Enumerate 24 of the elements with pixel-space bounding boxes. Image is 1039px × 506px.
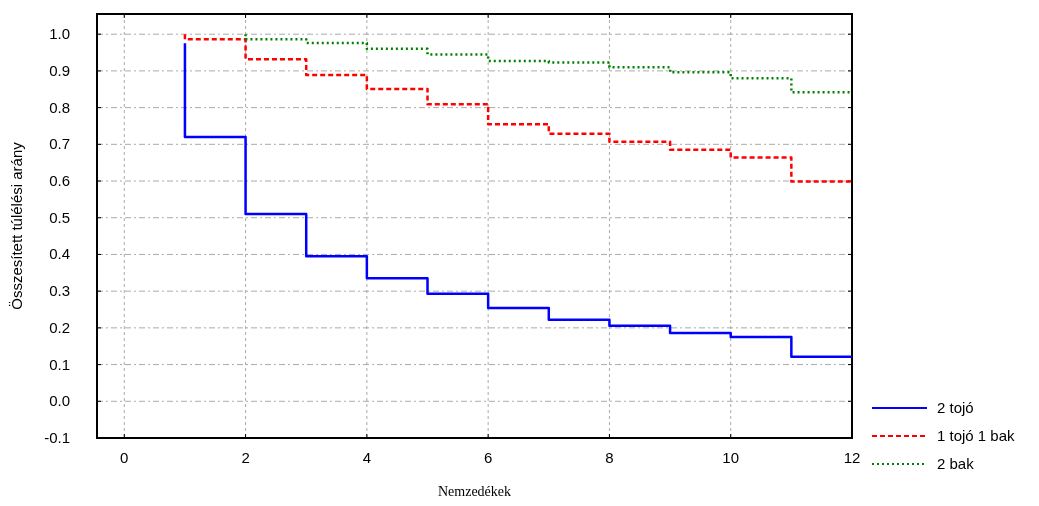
legend-label: 2 bak [937,455,975,472]
y-axis-title: Összesített túlélési arány [8,141,25,310]
y-tick-label: 0.4 [49,245,70,263]
x-tick-label: 12 [843,449,861,466]
legend-label: 1 tojó 1 bak [937,427,1016,444]
legend-label: 2 tojó [937,399,974,416]
x-tick-label: 10 [722,449,740,466]
y-tick-label: 0.9 [49,61,70,79]
y-tick-label: 0.8 [49,98,70,116]
y-tick-label: 1.0 [49,25,70,43]
x-tick-label: 8 [605,449,614,466]
y-tick-label: 0.7 [49,135,70,153]
y-tick-label: 0.1 [49,355,70,373]
y-tick-label: 0.5 [49,208,70,226]
y-tick-label: 0.2 [49,318,70,336]
x-axis-title: Nemzedékek [437,484,512,499]
y-tick-label: 0.3 [49,282,70,300]
y-tick-label: 0.6 [49,172,70,190]
y-tick-label: -0.1 [44,429,70,446]
x-tick-label: 2 [241,449,250,466]
y-tick-label: 0.0 [49,392,70,410]
x-tick-label: 0 [120,449,129,466]
x-tick-label: 4 [362,449,372,466]
x-tick-label: 6 [483,449,493,466]
